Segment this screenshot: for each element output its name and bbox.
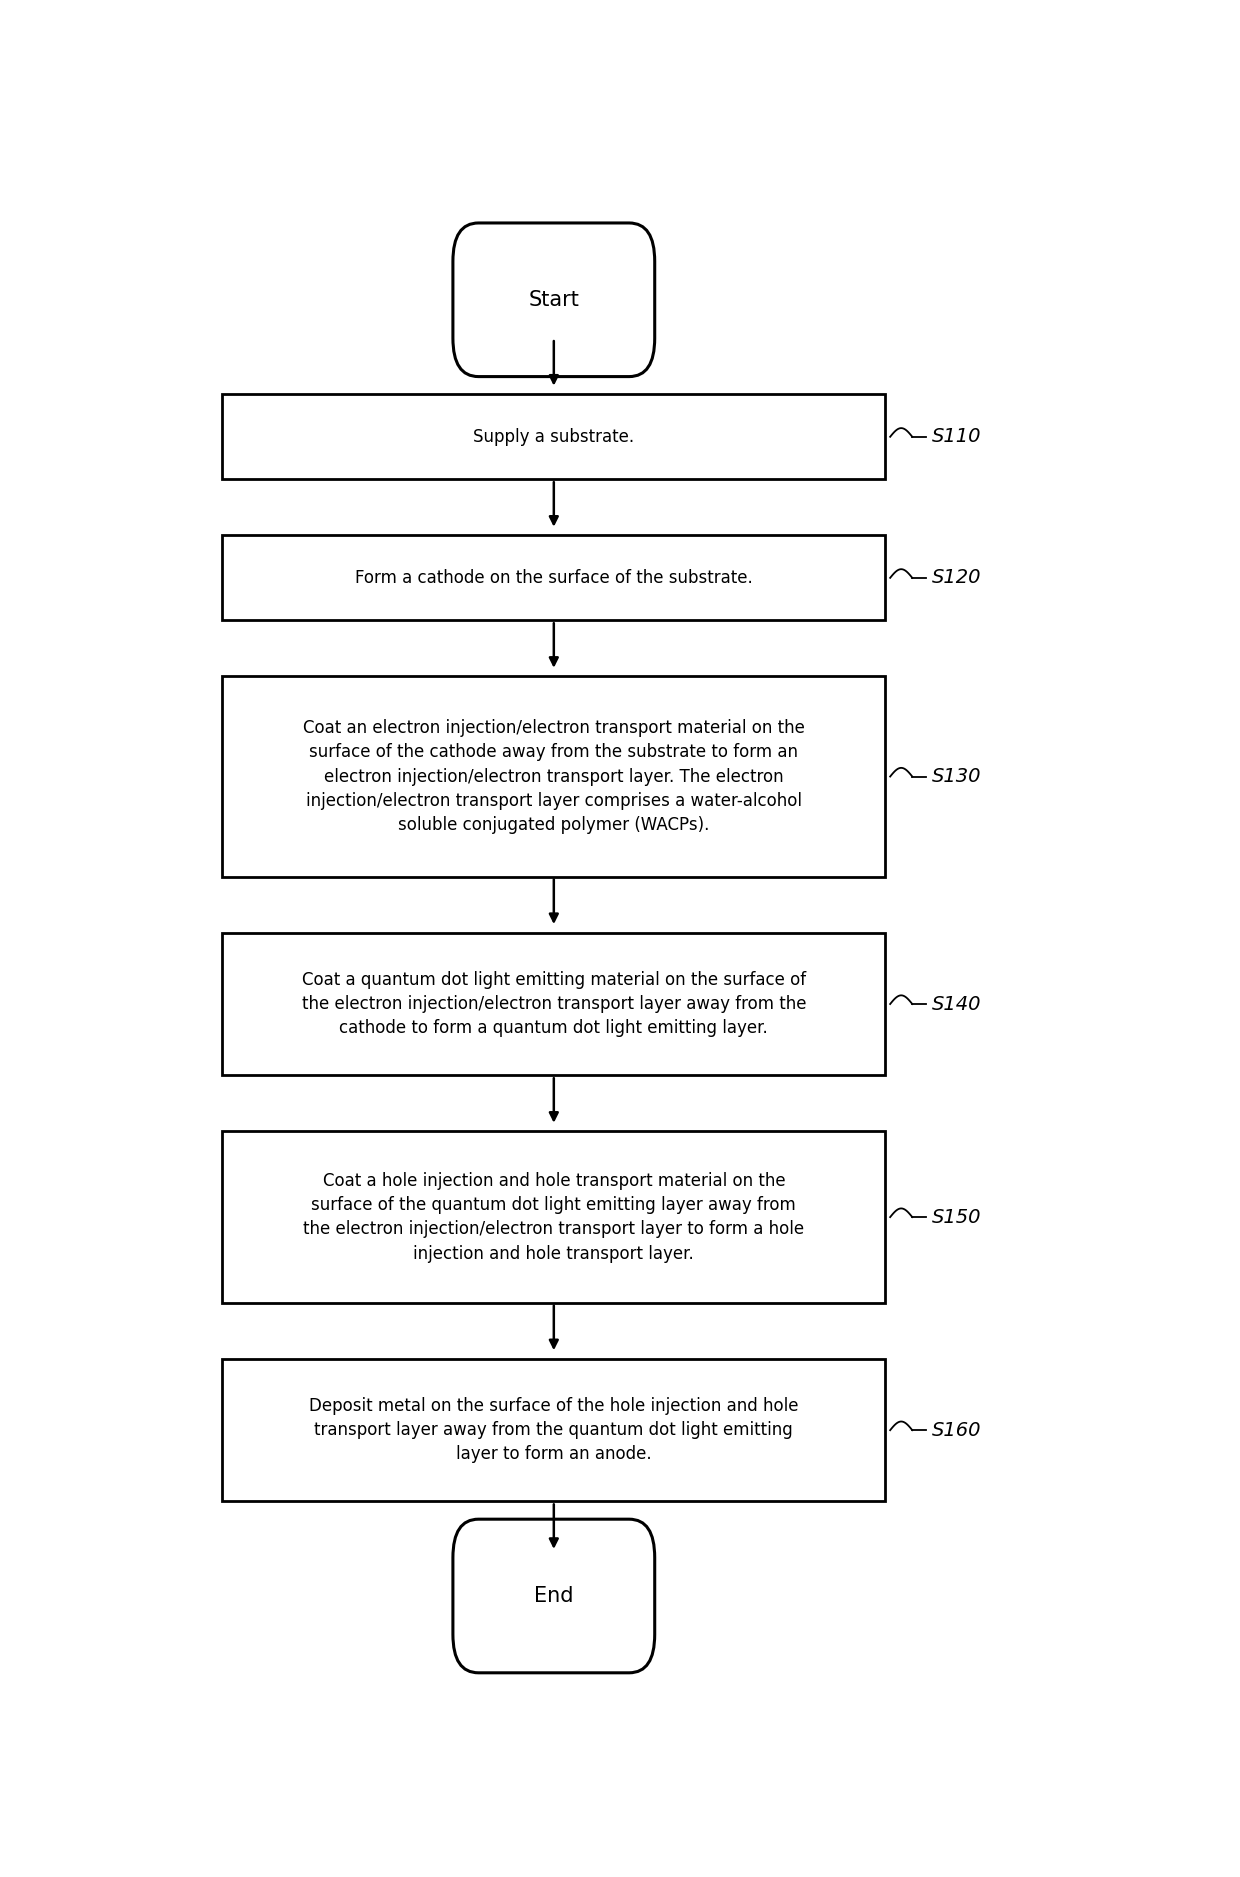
Bar — [222, 535, 885, 619]
FancyBboxPatch shape — [453, 223, 655, 377]
Bar — [222, 1132, 885, 1303]
Bar — [222, 676, 885, 877]
Bar — [222, 1359, 885, 1502]
Text: S140: S140 — [931, 995, 981, 1014]
FancyBboxPatch shape — [453, 1518, 655, 1672]
Text: Form a cathode on the surface of the substrate.: Form a cathode on the surface of the sub… — [355, 569, 753, 588]
Text: S110: S110 — [931, 428, 981, 447]
Text: End: End — [534, 1586, 574, 1607]
Bar — [222, 394, 885, 479]
Text: Start: Start — [528, 289, 579, 310]
Text: Coat a hole injection and hole transport material on the
surface of the quantum : Coat a hole injection and hole transport… — [304, 1171, 805, 1263]
Text: Deposit metal on the surface of the hole injection and hole
transport layer away: Deposit metal on the surface of the hole… — [309, 1396, 799, 1464]
Text: S150: S150 — [931, 1207, 981, 1226]
Text: Coat a quantum dot light emitting material on the surface of
the electron inject: Coat a quantum dot light emitting materi… — [301, 970, 806, 1038]
Text: S120: S120 — [931, 569, 981, 588]
Bar — [222, 933, 885, 1076]
Text: Coat an electron injection/electron transport material on the
surface of the cat: Coat an electron injection/electron tran… — [303, 719, 805, 833]
Text: Supply a substrate.: Supply a substrate. — [474, 428, 635, 445]
Text: S130: S130 — [931, 768, 981, 786]
Text: S160: S160 — [931, 1421, 981, 1440]
